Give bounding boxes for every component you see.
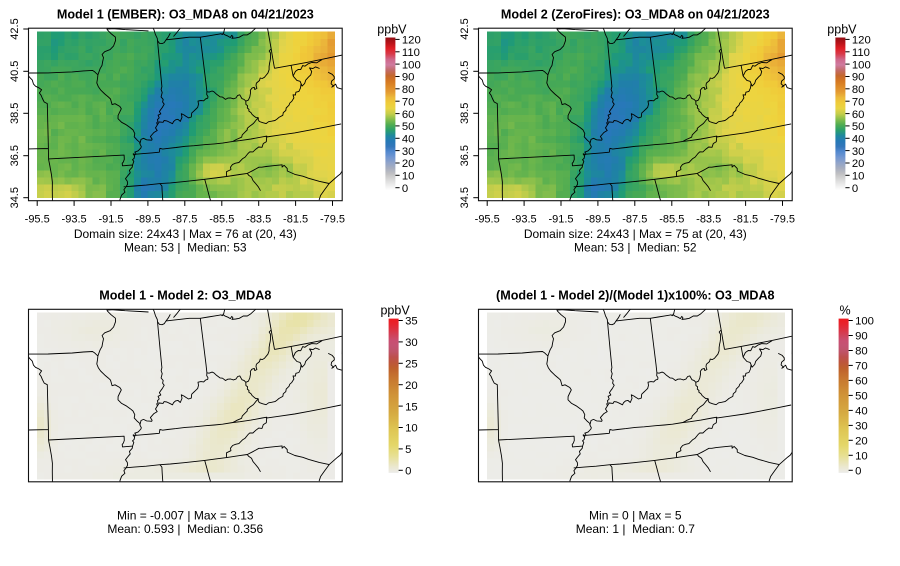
svg-text:60: 60 [855, 376, 868, 388]
svg-text:0: 0 [402, 183, 408, 195]
svg-text:Mean: 53 | Median: 52: Mean: 53 | Median: 52 [574, 241, 697, 255]
svg-text:20: 20 [852, 158, 865, 170]
svg-text:20: 20 [405, 380, 418, 392]
svg-text:100: 100 [855, 316, 874, 328]
svg-text:42.5: 42.5 [9, 18, 21, 39]
svg-text:90: 90 [855, 331, 868, 343]
svg-text:36.5: 36.5 [459, 145, 471, 166]
svg-text:38.5: 38.5 [459, 103, 471, 124]
svg-text:-81.5: -81.5 [283, 213, 308, 225]
svg-text:Mean: 1 | Median: 0.7: Mean: 1 | Median: 0.7 [576, 522, 696, 536]
svg-text:120: 120 [852, 35, 871, 47]
svg-text:Model 1 (EMBER): O3_MDA8 on 04: Model 1 (EMBER): O3_MDA8 on 04/21/2023 [57, 8, 314, 22]
svg-text:70: 70 [402, 96, 415, 108]
svg-text:120: 120 [402, 35, 421, 47]
svg-text:20: 20 [402, 158, 415, 170]
svg-text:0: 0 [852, 183, 858, 195]
svg-text:80: 80 [852, 84, 865, 96]
svg-text:-85.5: -85.5 [209, 213, 234, 225]
svg-text:50: 50 [852, 121, 865, 133]
svg-text:Domain size: 24x43 | Max = 75: Domain size: 24x43 | Max = 75 at (20, 43… [524, 227, 747, 241]
svg-text:-95.5: -95.5 [25, 213, 50, 225]
svg-text:50: 50 [402, 121, 415, 133]
svg-text:-85.5: -85.5 [659, 213, 684, 225]
svg-text:%: % [840, 304, 851, 318]
svg-text:0: 0 [405, 466, 411, 478]
svg-text:Mean: 0.593 | Median: 0.356: Mean: 0.593 | Median: 0.356 [107, 522, 263, 536]
svg-text:-83.5: -83.5 [696, 213, 721, 225]
svg-text:-93.5: -93.5 [512, 213, 537, 225]
svg-text:80: 80 [402, 84, 415, 96]
svg-text:40: 40 [852, 134, 865, 146]
svg-text:ppbV: ppbV [827, 23, 857, 37]
svg-text:38.5: 38.5 [9, 103, 21, 124]
svg-text:Mean: 53 | Median: 53: Mean: 53 | Median: 53 [124, 241, 247, 255]
svg-text:40.5: 40.5 [9, 61, 21, 82]
svg-text:-81.5: -81.5 [733, 213, 758, 225]
svg-text:5: 5 [405, 444, 411, 456]
svg-text:0: 0 [855, 466, 861, 478]
svg-text:70: 70 [855, 361, 868, 373]
svg-text:80: 80 [855, 346, 868, 358]
svg-text:35: 35 [405, 316, 418, 328]
svg-text:110: 110 [852, 47, 870, 59]
svg-text:60: 60 [402, 109, 415, 121]
svg-text:10: 10 [855, 451, 868, 463]
svg-text:100: 100 [402, 59, 421, 71]
svg-text:34.5: 34.5 [9, 187, 21, 208]
svg-text:-93.5: -93.5 [62, 213, 87, 225]
svg-text:36.5: 36.5 [9, 145, 21, 166]
svg-text:Model 2 (ZeroFires): O3_MDA8 o: Model 2 (ZeroFires): O3_MDA8 on 04/21/20… [501, 8, 770, 22]
svg-text:70: 70 [852, 96, 865, 108]
svg-text:Domain size: 24x43 | Max = 76: Domain size: 24x43 | Max = 76 at (20, 43… [74, 227, 297, 241]
svg-text:Min = -0.007 | Max = 3.13: Min = -0.007 | Max = 3.13 [117, 508, 254, 522]
svg-text:-87.5: -87.5 [622, 213, 647, 225]
svg-text:40: 40 [855, 406, 868, 418]
svg-text:ppbV: ppbV [380, 304, 410, 318]
svg-text:40.5: 40.5 [459, 61, 471, 82]
svg-text:30: 30 [855, 421, 868, 433]
svg-text:60: 60 [852, 109, 865, 121]
svg-text:-79.5: -79.5 [770, 213, 795, 225]
svg-text:-91.5: -91.5 [98, 213, 123, 225]
svg-text:30: 30 [402, 146, 415, 158]
svg-text:-79.5: -79.5 [320, 213, 345, 225]
svg-text:Model 1 - Model 2: O3_MDA8: Model 1 - Model 2: O3_MDA8 [99, 289, 271, 303]
svg-text:15: 15 [405, 401, 418, 413]
svg-text:10: 10 [402, 171, 415, 183]
svg-text:50: 50 [855, 391, 868, 403]
svg-text:10: 10 [852, 171, 865, 183]
svg-text:90: 90 [852, 72, 865, 84]
svg-text:-87.5: -87.5 [172, 213, 197, 225]
svg-text:110: 110 [402, 47, 420, 59]
svg-text:20: 20 [855, 436, 868, 448]
svg-text:40: 40 [402, 134, 415, 146]
svg-text:34.5: 34.5 [459, 187, 471, 208]
svg-text:90: 90 [402, 72, 415, 84]
svg-text:-89.5: -89.5 [135, 213, 160, 225]
svg-text:10: 10 [405, 423, 418, 435]
svg-text:ppbV: ppbV [377, 23, 407, 37]
svg-text:-95.5: -95.5 [475, 213, 500, 225]
svg-text:25: 25 [405, 359, 418, 371]
svg-text:30: 30 [405, 337, 418, 349]
svg-text:-89.5: -89.5 [585, 213, 610, 225]
svg-text:100: 100 [852, 59, 871, 71]
svg-text:Min = 0 | Max = 5: Min = 0 | Max = 5 [589, 508, 682, 522]
svg-text:-83.5: -83.5 [246, 213, 271, 225]
svg-text:42.5: 42.5 [459, 18, 471, 39]
svg-text:(Model 1 - Model 2)/(Model 1)x: (Model 1 - Model 2)/(Model 1)x100%: O3_M… [496, 289, 775, 303]
svg-text:-91.5: -91.5 [548, 213, 573, 225]
svg-text:30: 30 [852, 146, 865, 158]
